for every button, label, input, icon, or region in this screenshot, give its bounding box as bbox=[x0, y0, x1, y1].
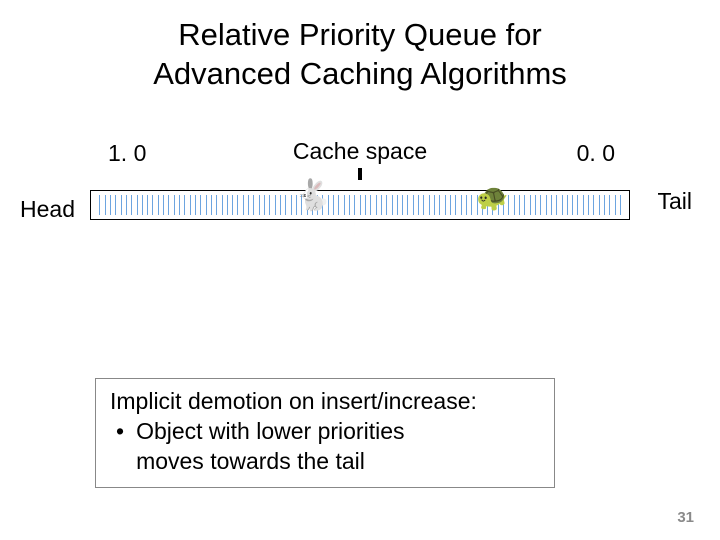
priority-right-value: 0. 0 bbox=[577, 140, 615, 167]
tail-label: Tail bbox=[657, 188, 692, 215]
title-line-2: Advanced Caching Algorithms bbox=[153, 56, 567, 91]
note-line-1: Implicit demotion on insert/increase: bbox=[110, 387, 542, 417]
bullet-line-1: Object with lower priorities bbox=[136, 418, 404, 444]
queue-stripe bbox=[620, 195, 625, 215]
priority-left-value: 1. 0 bbox=[108, 140, 146, 167]
queue-diagram: 1. 0 Cache space 0. 0 Head Tail 🐇 🐢 bbox=[0, 140, 720, 260]
rabbit-icon: 🐇 bbox=[294, 178, 331, 213]
bullet-line-2: moves towards the tail bbox=[136, 448, 365, 474]
note-bullet-text: Object with lower priorities moves towar… bbox=[136, 417, 404, 477]
slide-title: Relative Priority Queue for Advanced Cac… bbox=[0, 0, 720, 94]
slide-number: 31 bbox=[677, 509, 694, 526]
cache-space-label: Cache space bbox=[293, 138, 427, 165]
head-label: Head bbox=[20, 196, 75, 223]
bullet-marker: • bbox=[116, 417, 124, 477]
note-bullet: • Object with lower priorities moves tow… bbox=[110, 417, 542, 477]
queue-bar-stripes bbox=[95, 195, 625, 215]
title-line-1: Relative Priority Queue for bbox=[178, 17, 542, 52]
center-tick bbox=[358, 168, 362, 180]
queue-bar bbox=[90, 190, 630, 220]
note-box: Implicit demotion on insert/increase: • … bbox=[95, 378, 555, 488]
turtle-icon: 🐢 bbox=[476, 182, 508, 213]
